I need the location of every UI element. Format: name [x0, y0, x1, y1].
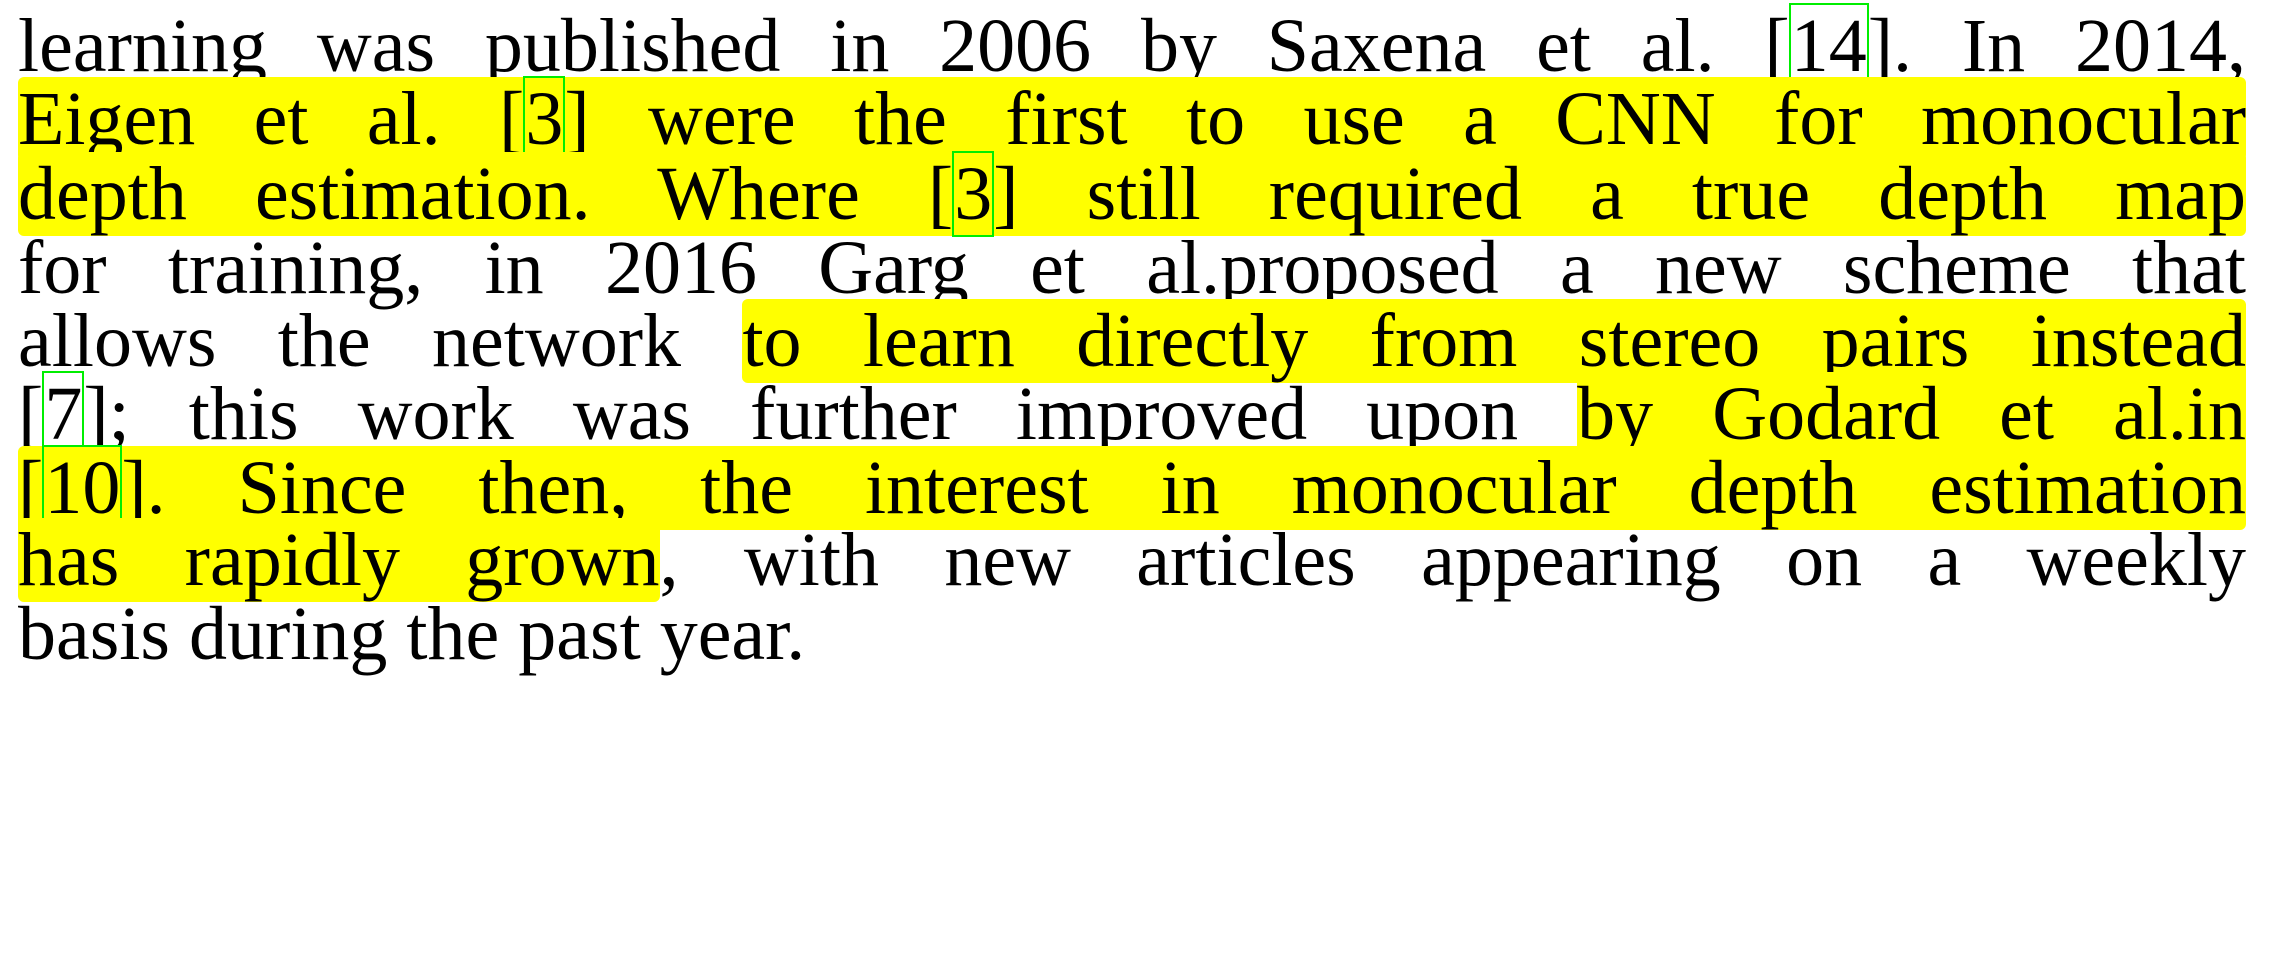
- citation-link[interactable]: 14: [1788, 3, 1869, 89]
- text-line: has rapidly grown, with new articles app…: [18, 514, 2246, 606]
- text-segment: depth estimation. Where [: [18, 152, 954, 236]
- highlighted-text: to learn directly from stereo pairs inst…: [742, 299, 2247, 383]
- text-line: for training, in 2016 Garg et al.propose…: [18, 222, 2246, 314]
- citation-link[interactable]: 7: [42, 371, 85, 457]
- text-segment: for training, in 2016 Garg et al.propose…: [18, 226, 2246, 310]
- text-segment: ] were the first to use a CNN for monocu…: [564, 77, 2246, 161]
- citation-link[interactable]: 3: [952, 151, 995, 237]
- text-segment: ]. Since then, the interest in monocular…: [121, 446, 2246, 530]
- text-segment: ]; this work was further improved upon: [83, 372, 1578, 456]
- text-segment: [: [18, 372, 44, 456]
- text-line: depth estimation. Where [3] still requir…: [18, 148, 2246, 240]
- text-line: Eigen et al. [3] were the first to use a…: [18, 73, 2246, 165]
- highlighted-text: [10]. Since then, the interest in monocu…: [18, 445, 2246, 531]
- text-segment: [: [18, 446, 44, 530]
- text-line: [10]. Since then, the interest in monocu…: [18, 442, 2246, 534]
- paper-paragraph: learning was published in 2006 by Saxena…: [18, 0, 2247, 958]
- text-segment: , with new articles appearing on a weekl…: [659, 518, 2247, 602]
- text-segment: Eigen et al. [: [18, 77, 525, 161]
- text-line: allows the network to learn directly fro…: [18, 295, 2247, 387]
- text-segment: ]. In 2014,: [1867, 4, 2246, 88]
- highlighted-text: depth estimation. Where [3] still requir…: [18, 151, 2246, 237]
- highlighted-text: Eigen et al. [3] were the first to use a…: [18, 76, 2246, 162]
- text-line: [7]; this work was further improved upon…: [18, 368, 2246, 460]
- text-line: basis during the past year.: [18, 588, 2246, 680]
- text-segment: basis during the past year.: [18, 592, 806, 676]
- text-segment: learning was published in 2006 by Saxena…: [18, 4, 1790, 88]
- citation-link[interactable]: 3: [523, 76, 566, 162]
- highlighted-text: by Godard et al.in: [1577, 372, 2246, 456]
- citation-link[interactable]: 10: [42, 445, 123, 531]
- highlighted-text: has rapidly grown: [18, 518, 660, 602]
- text-segment: allows the network: [18, 299, 743, 383]
- text-segment: ] still required a true depth map: [993, 152, 2246, 236]
- text-line: learning was published in 2006 by Saxena…: [18, 0, 2246, 92]
